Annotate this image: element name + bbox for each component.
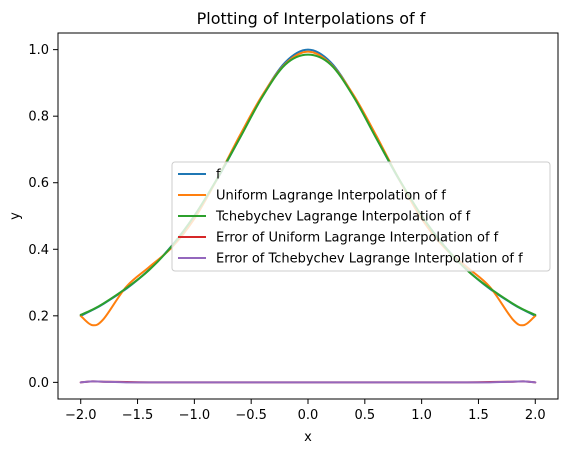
legend-label-2: Uniform Lagrange Interpolation of f [216,189,446,204]
x-tick-label: −0.5 [235,408,267,423]
legend-label-5: Error of Tchebychev Lagrange Interpolati… [216,252,523,267]
x-tick-label: 1.5 [468,408,489,423]
legend-label-1: f [216,168,221,183]
y-tick-label: 1.0 [28,43,49,58]
plot-area [79,48,537,384]
y-tick-label: 0.0 [28,376,49,391]
x-tick-label: −2.0 [65,408,97,423]
x-axis-label: x [304,430,312,445]
y-tick-label: 0.2 [28,309,49,324]
y-axis: 0.0 0.2 0.4 0.6 0.8 1.0 [28,43,58,391]
x-tick-label: 0.0 [298,408,319,423]
chart-title: Plotting of Interpolations of f [197,9,426,28]
legend: f Uniform Lagrange Interpolation of f Tche… [171,161,551,272]
y-axis-label: y [8,212,23,220]
x-tick-label: 1.0 [411,408,432,423]
series-line-3 [79,53,537,316]
legend-box [171,161,551,272]
x-axis: −2.0 −1.5 −1.0 −0.5 0.0 0.5 1.0 1.5 2.0 [65,399,546,423]
x-tick-label: 0.5 [354,408,375,423]
y-tick-label: 0.8 [28,110,49,125]
x-tick-label: 2.0 [525,408,546,423]
x-tick-label: −1.5 [122,408,154,423]
legend-items: f Uniform Lagrange Interpolation of f Tche… [178,168,523,267]
legend-label-4: Error of Uniform Lagrange Interpolation … [216,231,499,246]
series-line-2 [79,50,537,327]
y-tick-label: 0.6 [28,176,49,191]
x-tick-label: −1.0 [179,408,211,423]
y-tick-label: 0.4 [28,243,49,258]
series-line-5 [79,380,537,384]
legend-label-3: Tchebychev Lagrange Interpolation of f [215,210,471,225]
